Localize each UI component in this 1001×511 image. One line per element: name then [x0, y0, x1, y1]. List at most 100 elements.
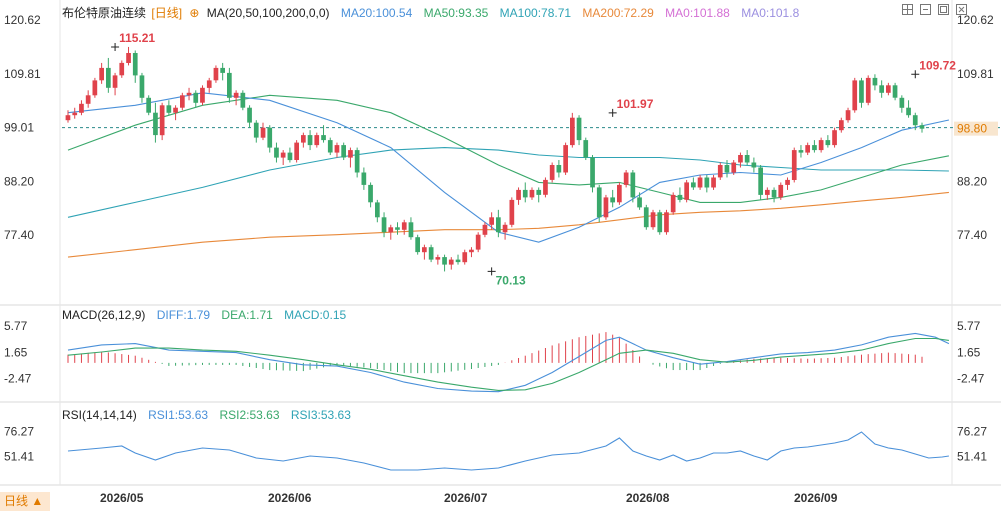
- candle-body: [240, 92, 246, 108]
- close-icon[interactable]: [956, 4, 967, 15]
- candle-body: [126, 53, 131, 63]
- candle-body: [845, 110, 851, 121]
- candle-body: [159, 105, 165, 136]
- candle-body: [469, 249, 474, 253]
- candle-body: [314, 135, 320, 146]
- candle-body: [274, 147, 279, 158]
- ma100-value: MA100:78.71: [499, 6, 572, 20]
- candle-body: [610, 197, 615, 203]
- candle-body: [280, 152, 286, 158]
- candle-body: [388, 227, 394, 233]
- settings-icon[interactable]: ⊕: [189, 6, 200, 20]
- candle-body: [368, 184, 373, 203]
- extreme-marker: [911, 70, 920, 79]
- macd-tick-left: -2.47: [4, 372, 32, 386]
- candle-body: [99, 67, 104, 81]
- candle-body: [186, 92, 192, 96]
- macd-dea-line: [67, 337, 949, 391]
- candle-body: [381, 217, 387, 233]
- candle-body: [832, 130, 837, 146]
- minimize-icon[interactable]: [920, 4, 931, 15]
- extreme-label: 109.72: [919, 58, 956, 72]
- current-price-label: 98.80: [957, 122, 987, 136]
- candle-body: [287, 152, 293, 161]
- candle-body: [132, 53, 138, 76]
- candle-body: [704, 177, 710, 188]
- candle-body: [771, 189, 777, 198]
- candle-body: [294, 142, 299, 160]
- price-tick-right: 120.62: [957, 13, 994, 27]
- candle-body: [327, 140, 333, 153]
- candle-body: [717, 165, 723, 178]
- candle-body: [583, 140, 589, 158]
- candle-body: [812, 145, 817, 151]
- macd-panel: [67, 332, 950, 393]
- candle-body: [906, 107, 911, 116]
- candle-body: [899, 97, 905, 108]
- candle-body: [442, 257, 447, 265]
- candle-body: [563, 145, 568, 173]
- ma20-value: MA20:100.54: [340, 6, 413, 20]
- candle-body: [839, 120, 844, 131]
- candle-body: [590, 157, 595, 188]
- candle-body: [711, 177, 716, 188]
- rsi-tick-right: 51.41: [957, 450, 987, 464]
- candle-body: [220, 67, 225, 73]
- ma100-line: [67, 147, 949, 218]
- candle-body: [859, 80, 864, 103]
- candle-body: [496, 217, 501, 233]
- candle-body: [630, 172, 636, 198]
- rsi-tick-right: 76.27: [957, 425, 987, 439]
- candle-body: [408, 222, 414, 238]
- candle-body: [428, 247, 434, 260]
- candle-body: [516, 189, 521, 200]
- extreme-marker: [487, 267, 496, 276]
- candle-body: [72, 112, 78, 116]
- candle-body: [475, 234, 481, 250]
- candle-body: [401, 222, 407, 230]
- candle-body: [637, 197, 642, 208]
- ma0-value-1: MA0:101.88: [665, 6, 730, 20]
- candle-body: [233, 92, 239, 98]
- candle-body: [301, 135, 306, 143]
- candle-body: [731, 162, 737, 173]
- extreme-label: 101.97: [617, 97, 654, 111]
- candle-body: [253, 122, 259, 138]
- candle-body: [321, 135, 326, 141]
- candle-body: [435, 257, 441, 260]
- period-selector[interactable]: [日线]: [151, 6, 183, 20]
- candle-body: [751, 162, 757, 168]
- candle-body: [65, 115, 71, 121]
- candle-body: [650, 212, 656, 228]
- candle-body: [180, 95, 185, 108]
- restore-icon[interactable]: [938, 4, 949, 15]
- candle-body: [724, 165, 730, 173]
- candle-body: [206, 80, 212, 88]
- x-axis-date-label: 2026/08: [626, 491, 670, 505]
- candle-body: [691, 182, 696, 188]
- candle-body: [193, 92, 199, 103]
- candle-body: [744, 155, 750, 163]
- candle-body: [348, 150, 353, 158]
- price-tick-left: 109.81: [4, 67, 41, 81]
- candle-body: [307, 135, 313, 146]
- extreme-label: 115.21: [119, 31, 155, 45]
- grid-toggle-icon[interactable]: [902, 4, 913, 15]
- candle-body: [697, 177, 703, 188]
- macd-legend: MACD(26,12,9) DIFF:1.79 DEA:1.71 MACD:0.…: [62, 308, 354, 322]
- candle-body: [570, 117, 575, 146]
- candle-body: [106, 67, 111, 88]
- candle-body: [919, 125, 925, 129]
- candle-body: [549, 165, 555, 180]
- candle-body: [173, 107, 178, 113]
- candle-body: [361, 172, 367, 185]
- candle-body: [785, 179, 790, 185]
- candle-body: [886, 85, 891, 93]
- price-tick-right: 109.81: [957, 67, 994, 81]
- rsi-tick-left: 76.27: [4, 425, 34, 439]
- candle-body: [529, 189, 535, 198]
- period-switch-button[interactable]: 日线 ▲: [0, 492, 50, 511]
- ma200-value: MA200:72.29: [582, 6, 654, 20]
- rsi1-value: RSI1:53.63: [148, 408, 209, 422]
